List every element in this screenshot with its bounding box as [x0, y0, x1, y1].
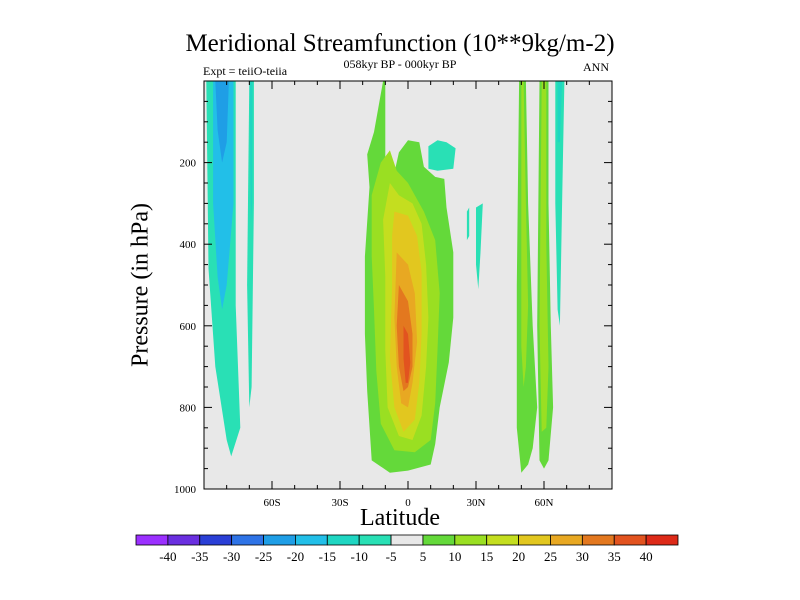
colorbar-label: 5 [420, 549, 427, 564]
colorbar-label: 35 [608, 549, 621, 564]
axes: 60S 30S 0 30N 60N 200 400 600 800 1000 [174, 80, 613, 509]
colorbar-label: -5 [386, 549, 397, 564]
colorbar-box-13 [550, 534, 583, 546]
colorbar-label: 40 [640, 549, 653, 564]
colorbar-label: -30 [223, 549, 240, 564]
y-tick-label: 400 [180, 239, 197, 251]
chart-subtitle-left: Expt = teiiO-teiia [203, 64, 288, 78]
colorbar-label: 15 [480, 549, 493, 564]
colorbar-label: 25 [544, 549, 557, 564]
colorbar-box-10 [454, 534, 488, 546]
x-tick-label: 30N [467, 497, 486, 509]
colorbar-label: -20 [287, 549, 304, 564]
colorbar-label: -40 [159, 549, 176, 564]
x-axis-label: Latitude [360, 505, 440, 531]
contour-region-12 [428, 140, 456, 171]
x-tick-label: 0 [405, 497, 411, 509]
colorbar-box-5 [295, 534, 328, 546]
colorbar-box-6 [326, 534, 360, 546]
plot-area [204, 81, 612, 489]
colorbar-label: 10 [448, 549, 461, 564]
colorbar-label: -35 [191, 549, 208, 564]
chart-subtitle-center: 058kyr BP - 000kyr BP [343, 57, 457, 71]
colorbar-label: 30 [576, 549, 589, 564]
y-tick-label: 1000 [174, 484, 197, 496]
contour-region-4 [249, 81, 253, 224]
contour-region-1 [213, 81, 234, 310]
colorbar-box-3 [231, 534, 264, 546]
contour-regions [206, 81, 565, 473]
chart-subtitle-right: ANN [583, 60, 609, 74]
colorbar-label: -10 [351, 549, 368, 564]
y-tick-label: 800 [180, 402, 197, 414]
x-tick-label: 30S [331, 497, 348, 509]
colorbar-label: -25 [255, 549, 272, 564]
colorbar-box-11 [486, 534, 519, 546]
colorbar-box-7 [358, 534, 392, 546]
contour-region-18 [539, 81, 549, 432]
contour-region-13 [476, 203, 483, 290]
colorbar-label: 20 [512, 549, 525, 564]
colorbar-box-2 [199, 534, 233, 546]
contour-region-11 [403, 325, 411, 383]
colorbar-label: -15 [319, 549, 336, 564]
colorbar-box-1 [167, 534, 201, 546]
x-tick-label: 60S [263, 497, 280, 509]
chart-title: Meridional Streamfunction (10**9kg/m-2) [185, 30, 615, 57]
colorbar-box-12 [518, 534, 551, 546]
colorbar-box-4 [263, 534, 296, 546]
contour-region-19 [555, 81, 565, 326]
contour-region-14 [466, 207, 470, 241]
colorbar-box-0 [135, 534, 169, 546]
y-tick-label: 600 [180, 321, 197, 333]
colorbar-box-9 [422, 534, 456, 546]
colorbar-box-14 [581, 534, 615, 546]
contour-region-2 [215, 81, 229, 163]
x-tick-label: 60N [535, 497, 554, 509]
colorbar: -40 -35 -30 -25 -20 -15 -10 -5 5 10 15 20 25 30 35 40 [135, 534, 679, 564]
colorbar-box-15 [613, 534, 647, 546]
colorbar-box-16 [645, 534, 679, 546]
contour-region-16 [521, 81, 529, 387]
contour-region-20 [557, 81, 563, 143]
y-tick-label: 200 [180, 158, 197, 170]
colorbar-box-8 [390, 534, 424, 546]
